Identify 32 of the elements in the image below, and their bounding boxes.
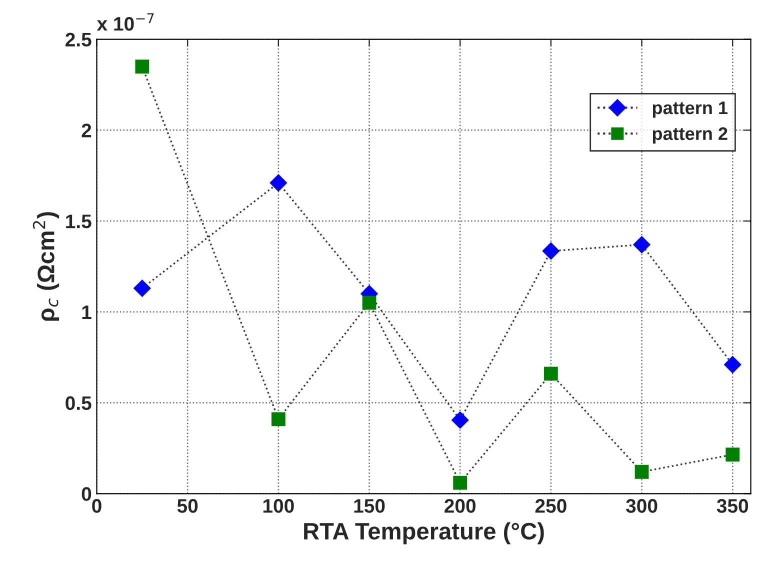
x-axis-title: RTA Temperature (°C) [304,522,544,544]
point [452,412,469,429]
legend-label: pattern 1 [652,102,728,118]
y-tick-label: 1.5 [66,214,92,228]
point [634,464,649,479]
x-tick-label: 50 [177,499,198,513]
x-tick-label: 150 [354,499,385,513]
point [362,296,376,310]
point [542,242,560,260]
point [270,174,287,192]
point [724,356,742,374]
y-axis-title: ρ$_{c}$ (Ωcm$^{2}$) [32,212,60,321]
x-tick-label: 250 [535,499,566,513]
point [271,412,286,426]
point [633,236,650,254]
x-tick-label: 200 [444,499,476,513]
y-tick-label: 2 [82,124,92,138]
point [453,476,468,490]
x-tick-label: 100 [263,499,294,513]
text: x 10$^{−7}$ [96,13,154,31]
y-tick-label: 1 [82,306,92,319]
y-tick-label: 0 [82,487,92,501]
x-tick-label: 0 [92,499,102,513]
point [544,366,558,381]
legend-label: pattern 2 [652,127,728,144]
y-tick-label: 0.5 [66,396,92,410]
point [726,448,740,462]
x-tick-label: 350 [716,499,748,513]
x-tick-label: 300 [626,499,658,513]
point [135,60,150,74]
point [134,280,151,297]
y-tick-label: 2.5 [66,32,92,47]
